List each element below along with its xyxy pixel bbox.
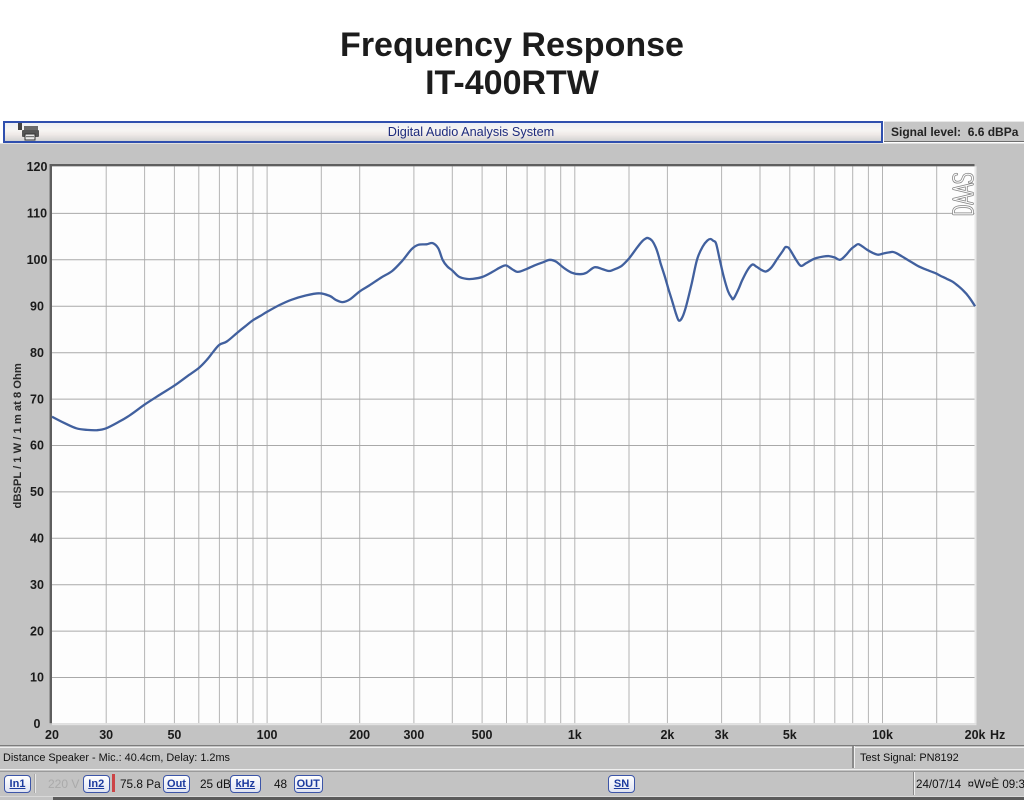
svg-text:Hz: Hz	[990, 728, 1005, 742]
svg-text:5k: 5k	[783, 728, 797, 742]
svg-text:80: 80	[30, 346, 44, 360]
svg-text:30: 30	[30, 578, 44, 592]
svg-text:20: 20	[30, 624, 44, 638]
svg-text:2k: 2k	[660, 728, 674, 742]
svg-text:500: 500	[472, 728, 493, 742]
svg-text:100: 100	[257, 728, 278, 742]
svg-text:dBSPL / 1 W / 1 m at 8 Ohm: dBSPL / 1 W / 1 m at 8 Ohm	[12, 363, 24, 508]
svg-text:20: 20	[45, 728, 59, 742]
svg-text:1k: 1k	[568, 728, 582, 742]
svg-text:90: 90	[30, 300, 44, 314]
svg-text:50: 50	[167, 728, 181, 742]
svg-text:300: 300	[403, 728, 424, 742]
svg-text:20k: 20k	[965, 728, 986, 742]
svg-text:120: 120	[27, 160, 48, 174]
svg-text:200: 200	[349, 728, 370, 742]
svg-text:40: 40	[30, 532, 44, 546]
svg-text:50: 50	[30, 485, 44, 499]
svg-text:10: 10	[30, 671, 44, 685]
svg-text:3k: 3k	[715, 728, 729, 742]
svg-text:30: 30	[99, 728, 113, 742]
svg-text:0: 0	[34, 717, 41, 731]
svg-text:60: 60	[30, 439, 44, 453]
svg-text:100: 100	[27, 253, 48, 267]
svg-text:70: 70	[30, 392, 44, 406]
svg-text:110: 110	[27, 207, 47, 221]
svg-text:10k: 10k	[872, 728, 893, 742]
